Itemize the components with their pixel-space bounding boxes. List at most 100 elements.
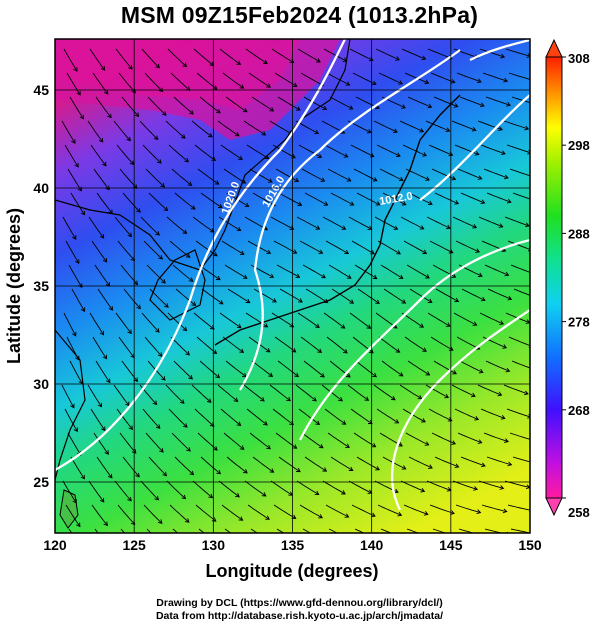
streamline xyxy=(224,528,232,533)
streamline-arrowhead xyxy=(295,273,301,278)
streamline-arrowhead xyxy=(208,493,214,499)
streamline-arrowhead xyxy=(454,463,460,469)
streamline xyxy=(245,48,268,64)
streamline-arrowhead xyxy=(295,106,301,111)
streamline xyxy=(88,216,105,239)
streamline xyxy=(123,288,141,309)
streamline-arrowhead xyxy=(188,374,193,380)
streamline xyxy=(168,144,189,163)
streamline xyxy=(405,168,430,181)
streamline xyxy=(166,480,186,500)
streamline-arrowhead xyxy=(473,486,479,491)
streamline xyxy=(116,144,134,165)
colorbar-tick-label: 278 xyxy=(568,315,590,330)
streamline xyxy=(65,504,81,527)
streamline xyxy=(503,120,529,130)
streamline xyxy=(404,336,427,352)
streamline xyxy=(278,456,301,472)
streamline-arrowhead xyxy=(294,177,300,183)
streamline-arrowhead xyxy=(424,79,430,85)
streamline-arrowhead xyxy=(375,201,381,206)
streamline-arrowhead xyxy=(374,104,380,110)
streamline xyxy=(301,168,325,182)
streamline xyxy=(321,384,343,402)
streamline xyxy=(246,408,268,426)
streamline-arrowhead xyxy=(346,177,352,182)
streamline xyxy=(378,72,403,85)
streamline xyxy=(303,96,327,110)
streamline-arrowhead xyxy=(398,372,404,377)
streamline-arrowhead xyxy=(320,372,325,378)
streamline-arrowhead xyxy=(523,390,529,396)
streamline-arrowhead xyxy=(292,249,298,254)
streamline-arrowhead xyxy=(269,539,273,543)
streamline-arrowhead xyxy=(341,490,346,495)
streamline xyxy=(63,48,78,72)
streamline xyxy=(325,504,349,518)
streamline xyxy=(167,48,187,68)
streamline-arrowhead xyxy=(71,331,77,337)
streamline xyxy=(349,312,371,329)
streamline-arrowhead xyxy=(477,272,483,278)
streamline xyxy=(304,456,327,472)
streamline-arrowhead xyxy=(428,464,433,469)
streamline-arrowhead xyxy=(504,271,510,277)
streamline-arrowhead xyxy=(212,85,218,90)
streamline xyxy=(457,168,482,180)
streamline xyxy=(168,408,188,428)
streamline xyxy=(252,192,276,207)
streamline-arrowhead xyxy=(80,546,84,550)
streamline xyxy=(379,168,404,181)
streamline xyxy=(174,456,194,476)
streamline-arrowhead xyxy=(158,87,164,93)
streamline-arrowhead xyxy=(131,449,137,454)
streamline xyxy=(298,408,320,425)
streamline xyxy=(64,144,79,168)
japan-archipelago-coast xyxy=(214,94,461,346)
colorbar-bottom-arrow xyxy=(545,497,563,517)
streamline-arrowhead xyxy=(397,511,403,517)
streamline xyxy=(451,384,476,397)
streamline-arrowhead xyxy=(344,249,350,255)
streamline xyxy=(301,432,324,449)
streamline-arrowhead xyxy=(80,210,85,216)
streamline-arrowhead xyxy=(236,60,242,66)
streamline-arrowhead xyxy=(239,348,245,354)
streamline xyxy=(167,312,187,331)
streamline xyxy=(118,72,136,93)
streamline-arrowhead xyxy=(451,273,457,278)
streamline-arrowhead xyxy=(234,132,240,137)
streamline-arrowhead xyxy=(419,225,425,230)
streamline xyxy=(121,360,138,382)
streamline-arrowhead xyxy=(340,324,346,329)
streamline-arrowhead xyxy=(341,420,347,425)
streamline xyxy=(512,192,530,200)
streamline-arrowhead xyxy=(375,299,380,304)
streamline-arrowhead xyxy=(209,228,215,233)
streamline xyxy=(352,72,377,85)
streamline-arrowhead xyxy=(182,229,188,234)
streamline-arrowhead xyxy=(218,300,224,305)
streamline xyxy=(96,456,113,479)
streamline-arrowhead xyxy=(533,198,537,202)
streamline-arrowhead xyxy=(422,249,428,254)
streamline-arrowhead xyxy=(215,275,221,281)
streamline-arrowhead xyxy=(507,295,513,301)
streamline xyxy=(484,528,504,533)
streamline xyxy=(324,144,348,158)
streamline xyxy=(428,408,452,422)
streamline xyxy=(451,120,476,131)
streamline xyxy=(116,408,133,430)
streamline xyxy=(120,528,126,533)
streamline xyxy=(484,264,509,276)
streamline xyxy=(303,360,325,378)
streamline-arrowhead xyxy=(497,391,503,397)
streamline-arrowhead xyxy=(417,394,423,400)
streamline xyxy=(482,72,508,82)
streamline xyxy=(143,504,163,524)
streamline-arrowhead xyxy=(291,514,297,520)
streamline-arrowhead xyxy=(187,181,193,186)
streamline xyxy=(269,120,293,135)
streamline xyxy=(407,96,432,108)
streamline xyxy=(119,432,137,454)
